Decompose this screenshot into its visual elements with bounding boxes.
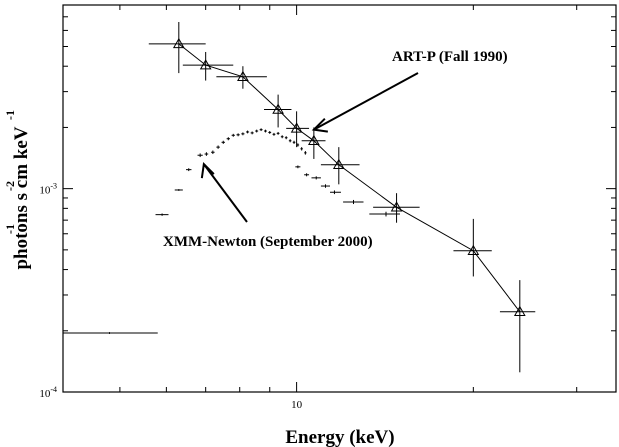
triangle-marker (272, 103, 284, 114)
y-tick-label: 10-3 (39, 182, 57, 197)
arrow-artp (313, 72, 419, 131)
y-axis-sup-cm: -2 (3, 181, 17, 191)
arrowhead-xmm (200, 162, 215, 179)
plot-frame (62, 4, 617, 393)
y-tick-label-exp: -4 (50, 385, 57, 394)
arrowhead-artp (311, 117, 328, 133)
plot-area (63, 21, 536, 373)
y-axis-label-base: photons s cm keV (11, 126, 32, 269)
triangle-marker (390, 201, 403, 212)
triangle-marker (172, 37, 185, 49)
y-tick-label-base: 10 (39, 185, 51, 197)
triangle-marker (467, 244, 480, 255)
triangle-marker (290, 122, 303, 133)
triangle-marker (307, 134, 320, 146)
series-line (178, 43, 521, 313)
annotations-layer: ART-P (Fall 1990) XMM-Newton (September 2… (163, 49, 508, 250)
x-axis-label: Energy (keV) (285, 427, 394, 447)
annotation-artp: ART-P (Fall 1990) (392, 49, 508, 65)
y-axis-sup-kev: -1 (3, 110, 17, 120)
annotation-xmm: XMM-Newton (September 2000) (163, 234, 373, 250)
arrow-xmm (203, 163, 248, 223)
y-tick-label-base: 10 (39, 388, 51, 400)
triangle-marker (332, 158, 345, 170)
triangle-marker (237, 70, 249, 82)
series-xmm (63, 128, 400, 334)
triangle-marker (199, 59, 212, 70)
svg-text:photons s cm keV: photons s cm keV (11, 126, 32, 269)
series-artp (148, 21, 536, 373)
series-layer (63, 21, 536, 373)
y-tick-label-exp: -3 (50, 182, 57, 191)
x-tick-label: 10 (291, 399, 303, 411)
y-axis-label: photons s cm keV -1 -2 -1 (3, 110, 32, 270)
y-axis-sup-s: -1 (3, 224, 17, 234)
triangle-marker (513, 305, 526, 317)
axis-ticks (62, 4, 616, 393)
y-tick-label: 10-4 (39, 385, 57, 400)
